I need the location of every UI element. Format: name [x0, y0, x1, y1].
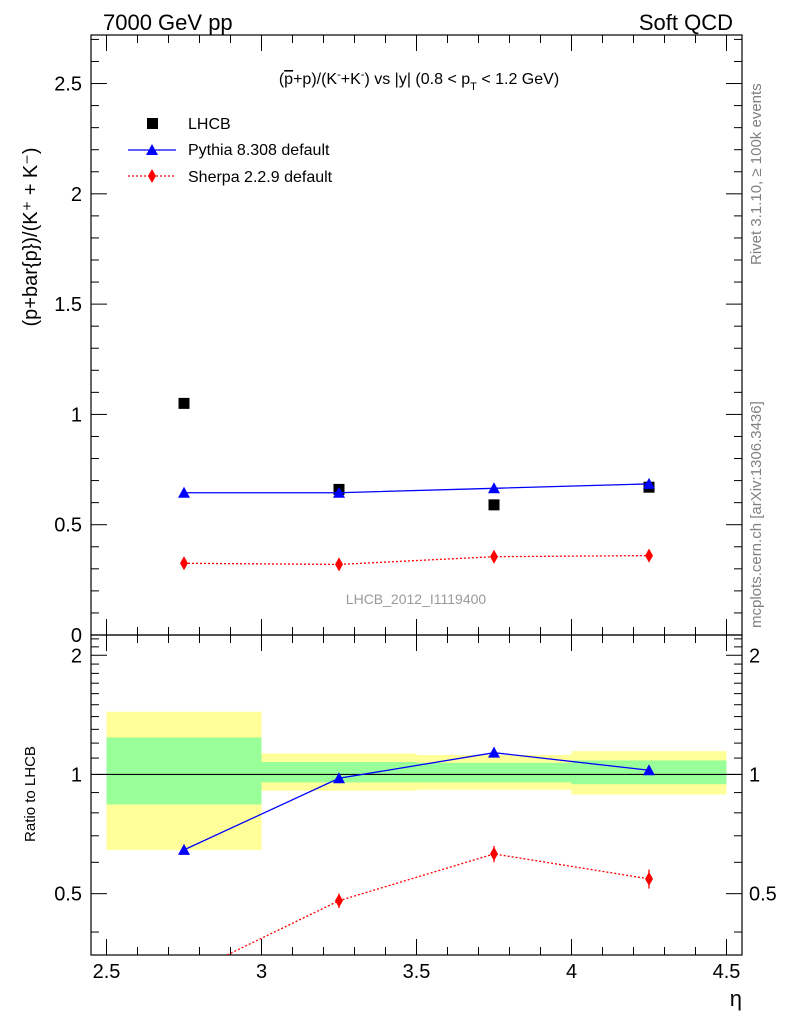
x-axis-label: η	[730, 986, 742, 1011]
ratio-y-tick-label: 2	[71, 645, 82, 667]
legend-label-lhcb: LHCB	[188, 116, 231, 133]
legend-marker-pythia	[146, 144, 158, 155]
x-tick-label: 3.5	[403, 961, 431, 983]
main-point-lhcb	[178, 397, 190, 409]
main-point-pythia	[333, 486, 345, 498]
x-tick-label: 3	[256, 961, 267, 983]
main-point-pythia	[643, 477, 655, 489]
watermark: LHCB_2012_I1119400	[346, 591, 487, 607]
ratio-point-sherpa	[490, 846, 498, 861]
header-left: 7000 GeV pp	[103, 10, 233, 35]
main-y-tick-label: 0.5	[54, 515, 82, 537]
ratio-series-group	[178, 746, 655, 955]
band-inner-1	[261, 762, 417, 783]
band-inner-0	[106, 737, 262, 805]
main-series-sherpa	[180, 548, 653, 572]
main-series-pythia	[178, 477, 655, 498]
main-title: (p+p)/(K-+K-) vs |y| (0.8 < pT < 1.2 GeV…	[279, 69, 559, 93]
main-point-sherpa	[490, 549, 498, 564]
legend-label-sherpa: Sherpa 2.2.9 default	[188, 169, 333, 186]
ratio-line-pythia	[183, 752, 650, 851]
header-right: Soft QCD	[639, 10, 733, 35]
main-line-sherpa	[183, 554, 650, 566]
main-point-pythia	[178, 486, 190, 498]
ratio-y-tick-label: 1	[71, 764, 82, 786]
mcplots-label: mcplots.cern.ch [arXiv:1306.3436]	[748, 401, 765, 628]
ratio-point-pythia	[643, 764, 655, 776]
main-y-tick-label: 1.5	[54, 294, 82, 316]
ratio-point-sherpa	[335, 893, 343, 908]
main-point-pythia	[488, 482, 500, 494]
x-tick-label: 2.5	[93, 961, 121, 983]
ratio-series-sherpa	[225, 845, 653, 955]
data-series	[178, 397, 655, 955]
main-point-lhcb	[488, 499, 500, 511]
ratio-y-label: Ratio to LHCB	[22, 746, 39, 842]
rivet-label: Rivet 3.1.10, ≥ 100k events	[748, 83, 765, 265]
ratio-uncertainty-bands	[106, 711, 727, 850]
ratio-y-tick-label-right: 0.5	[749, 884, 777, 906]
ratio-line-sherpa	[225, 853, 650, 955]
ratio-point-pythia	[488, 746, 500, 758]
legend: LHCB Pythia 8.308 default Sherpa 2.2.9 d…	[128, 116, 333, 186]
ratio-y-tick-label-right: 1	[749, 764, 760, 786]
main-point-sherpa	[645, 548, 653, 563]
legend-marker-sherpa	[148, 169, 156, 183]
axis-ticks: 2.5 3 3.5 4 4.5 0 0.5 1 1.5 2 2.5 0.5 0.5 1 1 2 2	[54, 35, 777, 983]
ratio-point-pythia	[333, 772, 345, 784]
main-y-label: (p+bar{p})/(K⁺ + K⁻)	[20, 148, 42, 327]
main-line-pythia	[184, 483, 650, 494]
main-point-sherpa	[335, 557, 343, 572]
main-point-sherpa	[180, 556, 188, 571]
main-y-tick-label: 2	[71, 184, 82, 206]
ratio-y-tick-label-right: 2	[749, 645, 760, 667]
legend-label-pythia: Pythia 8.308 default	[188, 142, 330, 159]
main-series-lhcb	[178, 397, 655, 511]
ratio-point-sherpa	[645, 871, 653, 886]
main-y-tick-label: 0	[71, 625, 82, 647]
ratio-point-pythia	[178, 843, 190, 855]
x-tick-label: 4	[566, 961, 577, 983]
ratio-y-tick-label: 0.5	[54, 884, 82, 906]
ratio-series-pythia	[178, 746, 655, 855]
main-y-tick-label: 2.5	[54, 74, 82, 96]
main-y-tick-label: 1	[71, 404, 82, 426]
x-tick-label: 4.5	[713, 961, 741, 983]
band-inner-2	[416, 762, 572, 783]
legend-marker-lhcb	[147, 118, 158, 129]
